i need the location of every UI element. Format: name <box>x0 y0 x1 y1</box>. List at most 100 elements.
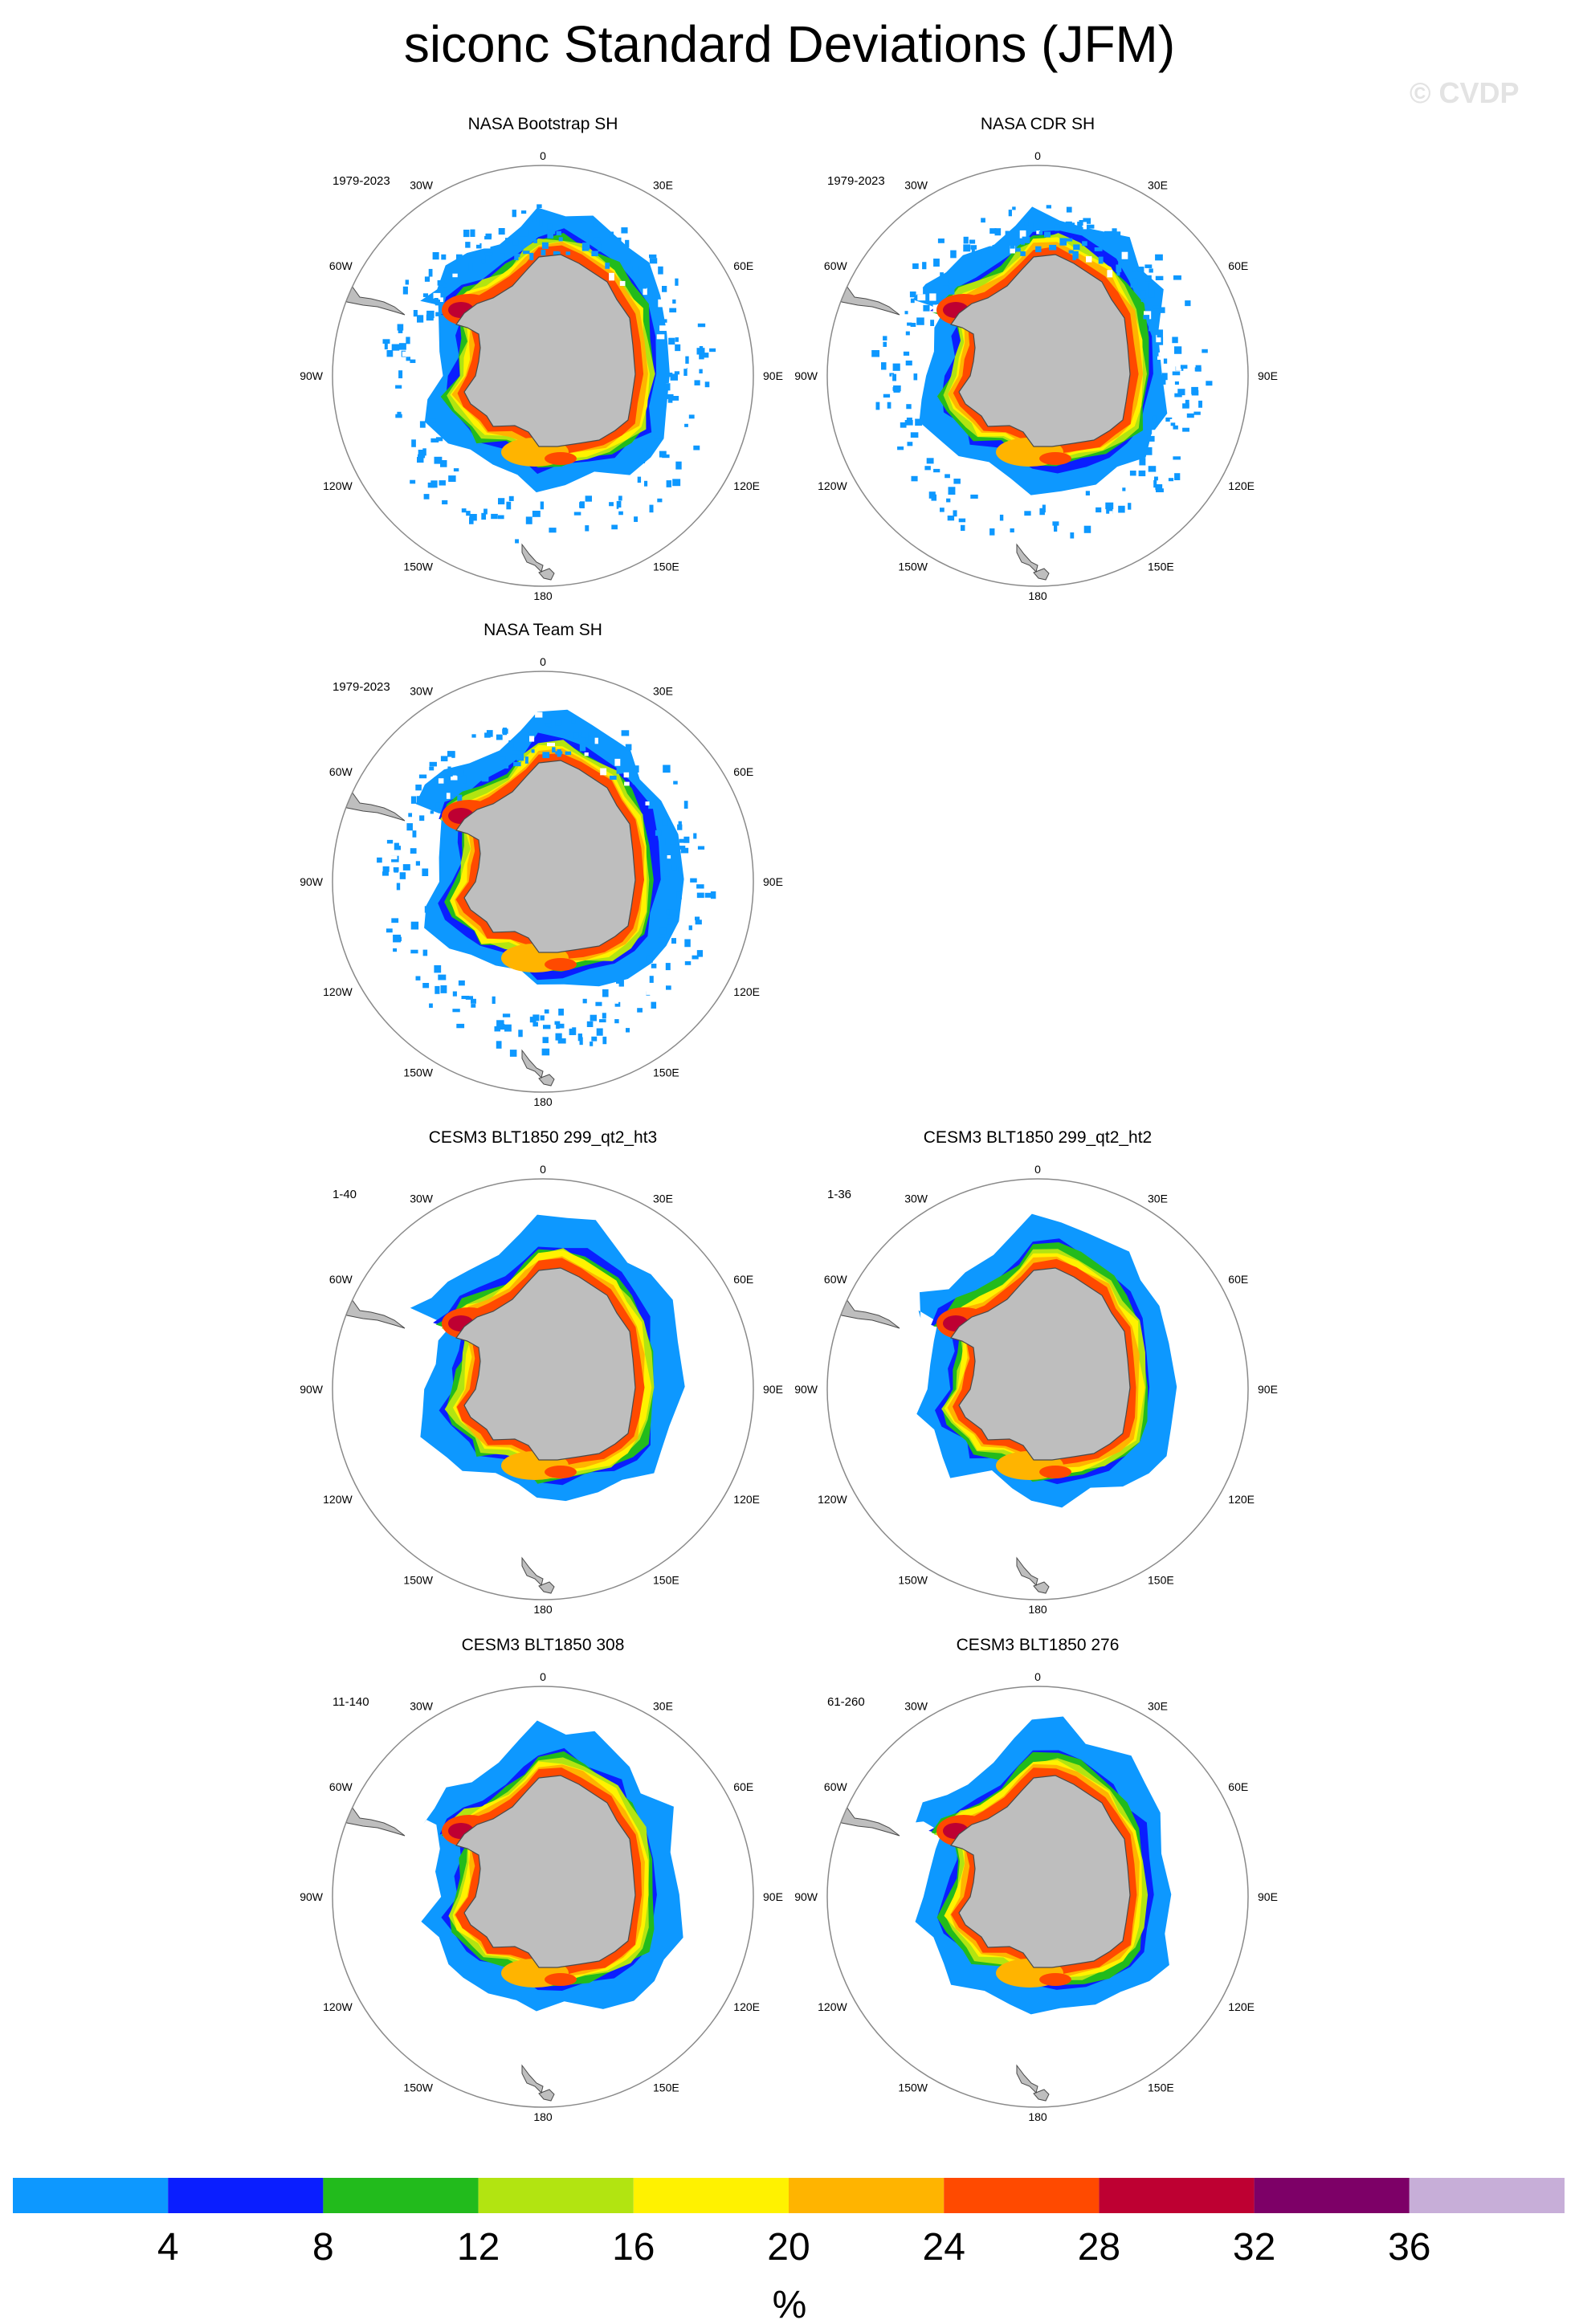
longitude-label: 150E <box>653 2081 679 2094</box>
longitude-label: 90W <box>794 1383 818 1396</box>
colorbar-tick-label: 36 <box>1388 2226 1430 2269</box>
longitude-label: 150W <box>898 560 928 573</box>
continent-landmass <box>521 1049 555 1087</box>
longitude-label: 120W <box>323 479 353 492</box>
longitude-label: 30W <box>410 1193 434 1205</box>
longitude-label: 120W <box>818 479 847 492</box>
map-panel: NASA CDR SH 1979-2023 0 30E 60E 90E 120E 150E 18… <box>794 115 1278 602</box>
longitude-label: 60W <box>824 1780 848 1793</box>
ice-edge-speckle <box>871 205 1213 553</box>
longitude-label: 120E <box>1228 479 1255 492</box>
longitude-label: 30E <box>1148 1700 1168 1713</box>
longitude-label: 60E <box>1228 1273 1248 1286</box>
colorbar-tick-label: 8 <box>312 2226 334 2269</box>
panel-period: 1979-2023 <box>333 680 390 694</box>
longitude-label: 60W <box>329 1273 353 1286</box>
map-panel: NASA Bootstrap SH 1979-2023 0 30E 60E 90E 120E… <box>300 115 783 602</box>
colorbar-segment <box>1099 2178 1255 2213</box>
longitude-label: 60E <box>1228 259 1248 272</box>
longitude-label: 60E <box>733 1273 753 1286</box>
colorbar: 4 8 12 16 20 24 28 32 36% <box>13 2178 1565 2324</box>
continent-landmass <box>521 1556 555 1594</box>
longitude-label: 150W <box>403 560 433 573</box>
longitude-label: 30W <box>904 1700 928 1713</box>
longitude-label: 90W <box>300 369 324 382</box>
longitude-label: 180 <box>533 1603 553 1616</box>
watermark: © CVDP <box>1410 76 1520 109</box>
map-panels: NASA Bootstrap SH 1979-2023 0 30E 60E 90E 120E… <box>300 115 1278 2123</box>
longitude-label: 90E <box>1258 1383 1278 1396</box>
longitude-label: 90E <box>763 1890 783 1903</box>
longitude-label: 180 <box>533 589 553 602</box>
map-boundary <box>826 1686 1249 2108</box>
ice-edge-speckle <box>380 204 716 544</box>
longitude-label: 0 <box>1034 149 1041 162</box>
continent-landmass <box>1016 543 1050 581</box>
longitude-label: 30W <box>410 179 434 192</box>
longitude-label: 150E <box>653 1066 679 1078</box>
longitude-label: 150W <box>403 1573 433 1586</box>
longitude-label: 150W <box>403 1066 433 1078</box>
longitude-label: 60W <box>329 765 353 778</box>
longitude-label: 150W <box>898 1573 928 1586</box>
colorbar-segment <box>1254 2178 1410 2213</box>
map-boundary <box>332 165 754 587</box>
colorbar-segment <box>1409 2178 1565 2213</box>
longitude-label: 0 <box>1034 1163 1041 1176</box>
longitude-label: 150W <box>403 2081 433 2094</box>
longitude-label: 30E <box>653 179 673 192</box>
longitude-label: 120W <box>323 985 353 998</box>
colorbar-segment <box>944 2178 1100 2213</box>
map-boundary <box>826 1178 1249 1600</box>
longitude-label: 30E <box>1148 1193 1168 1205</box>
longitude-label: 90W <box>300 1383 324 1396</box>
longitude-label: 0 <box>540 1163 546 1176</box>
panel-title: CESM3 BLT1850 299_qt2_ht2 <box>924 1128 1152 1147</box>
colorbar-tick-label: 16 <box>612 2226 655 2269</box>
colorbar-segment <box>168 2178 324 2213</box>
panel-title: CESM3 BLT1850 276 <box>957 1636 1120 1654</box>
continent-landmass <box>1016 2064 1050 2102</box>
longitude-label: 180 <box>1028 2110 1047 2123</box>
ice-edge-speckle <box>377 711 716 1057</box>
continent-landmass <box>521 2064 555 2102</box>
longitude-label: 150E <box>653 560 679 573</box>
longitude-label: 60E <box>1228 1780 1248 1793</box>
longitude-label: 60W <box>329 1780 353 1793</box>
longitude-label: 90W <box>794 1890 818 1903</box>
antarctica-landmass <box>950 1267 1131 1461</box>
longitude-label: 0 <box>540 1670 546 1683</box>
longitude-label: 30W <box>904 179 928 192</box>
map-panel: CESM3 BLT1850 299_qt2_ht3 1-40 0 30E 60E 90E 1… <box>300 1128 783 1616</box>
continent-landmass <box>521 543 555 581</box>
longitude-label: 120W <box>323 2000 353 2013</box>
colorbar-tick-label: 12 <box>457 2226 500 2269</box>
longitude-label: 90E <box>1258 369 1278 382</box>
longitude-label: 30W <box>410 1700 434 1713</box>
longitude-label: 90E <box>763 875 783 888</box>
map-boundary <box>332 671 754 1093</box>
antarctica-landmass <box>455 1267 636 1461</box>
longitude-label: 60W <box>824 1273 848 1286</box>
longitude-label: 180 <box>533 1095 553 1108</box>
longitude-label: 150W <box>898 2081 928 2094</box>
antarctica-landmass <box>455 254 636 447</box>
longitude-label: 90E <box>763 1383 783 1396</box>
longitude-label: 30E <box>653 1193 673 1205</box>
panel-period: 61-260 <box>827 1695 865 1709</box>
map-panel: CESM3 BLT1850 308 11-140 0 30E 60E 90E 120E 150… <box>300 1636 783 2123</box>
longitude-label: 120W <box>818 2000 847 2013</box>
antarctica-landmass <box>455 760 636 953</box>
longitude-label: 90W <box>300 875 324 888</box>
antarctica-landmass <box>950 254 1131 447</box>
longitude-label: 120E <box>733 1493 760 1506</box>
panel-title: CESM3 BLT1850 308 <box>462 1636 625 1654</box>
longitude-label: 90E <box>763 369 783 382</box>
longitude-label: 0 <box>540 149 546 162</box>
longitude-label: 90W <box>300 1890 324 1903</box>
map-boundary <box>332 1178 754 1600</box>
longitude-label: 90E <box>1258 1890 1278 1903</box>
longitude-label: 0 <box>1034 1670 1041 1683</box>
colorbar-segment <box>13 2178 169 2213</box>
longitude-label: 60W <box>329 259 353 272</box>
